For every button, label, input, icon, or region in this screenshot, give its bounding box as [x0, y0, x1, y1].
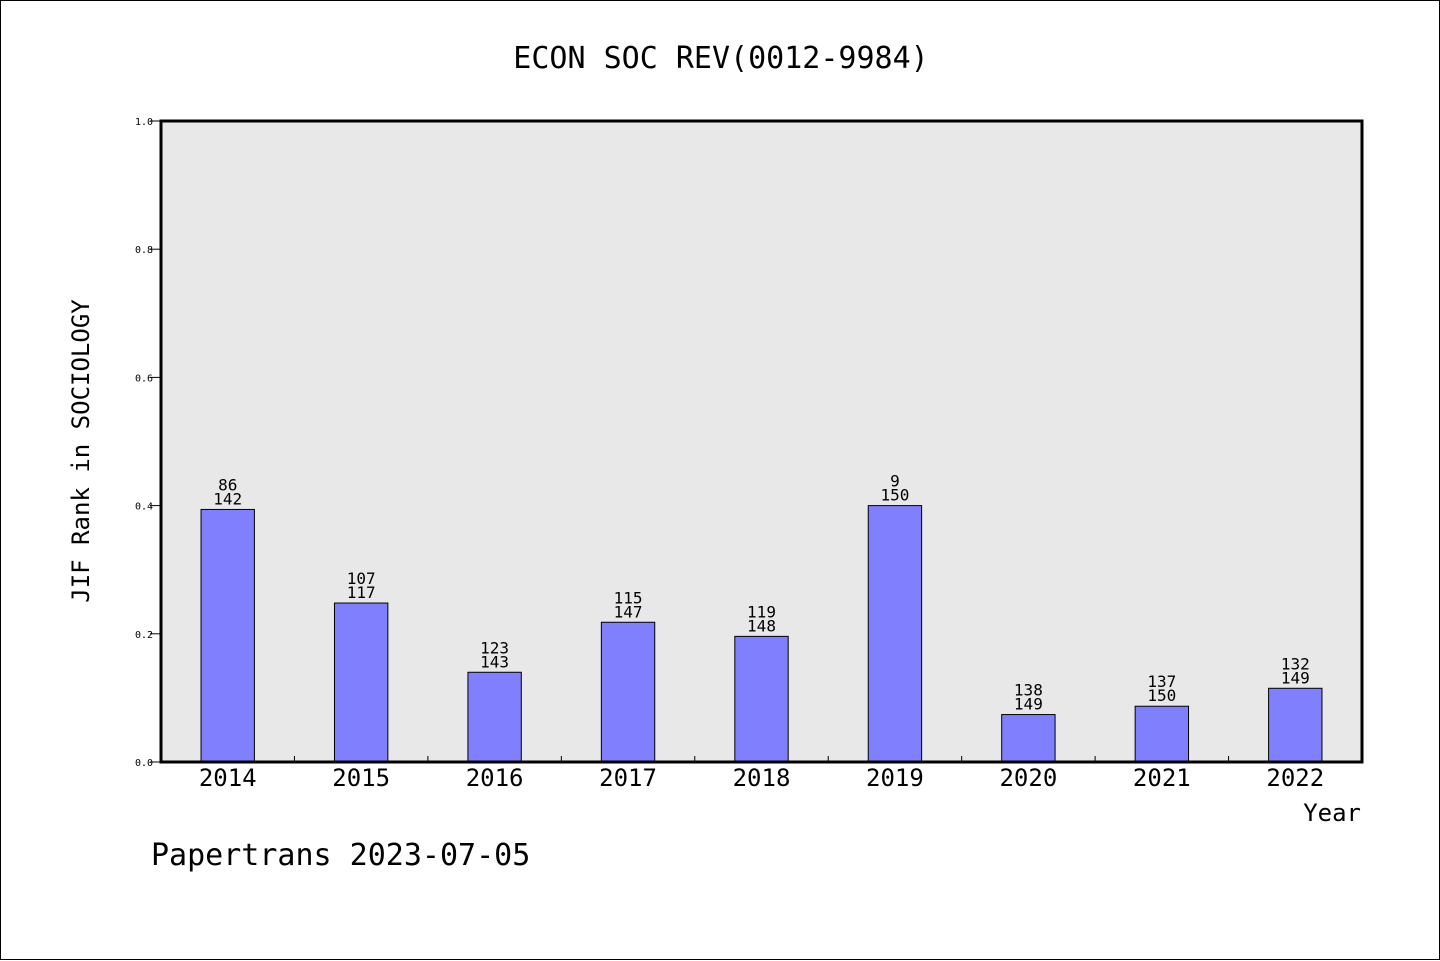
bar-total-label: 150: [880, 486, 909, 505]
bar: [867, 505, 923, 763]
y-tick-label: 0.2: [135, 630, 153, 641]
x-axis-title: Year: [1303, 799, 1361, 827]
y-tick-label: 0.8: [135, 245, 153, 256]
bar: [333, 602, 389, 763]
bar: [1134, 705, 1190, 763]
x-tick-label: 2019: [866, 764, 924, 792]
y-axis-ticks: 0.0 0.2 0.4 0.6 0.8 1.0: [135, 117, 161, 769]
bar-rank-label: 138: [1014, 681, 1043, 700]
bar-rank-label: 119: [747, 602, 776, 621]
bar-rank-label: 137: [1147, 672, 1176, 691]
bar-rank-label: 123: [480, 638, 509, 657]
x-tick-label: 2022: [1266, 764, 1324, 792]
bar: [1268, 687, 1323, 763]
x-tick-label: 2014: [199, 764, 257, 792]
bar: [200, 508, 255, 763]
bar-rank-label: 9: [890, 472, 900, 491]
bars: [200, 505, 1323, 763]
bar: [467, 671, 522, 763]
bar-total-label: 148: [747, 616, 776, 635]
bar: [1001, 714, 1056, 763]
plot-border: [159, 119, 1364, 764]
chart-title: ECON SOC REV(0012-9984): [513, 41, 928, 76]
footer-text: Papertrans 2023-07-05: [151, 838, 530, 873]
y-tick-label: 0.0: [135, 758, 153, 769]
y-axis-title: JIF Rank in SOCIOLOGY: [67, 299, 95, 603]
y-tick-label: 1.0: [135, 117, 153, 128]
x-tick-label: 2015: [332, 764, 390, 792]
bar-rank-label: 132: [1281, 654, 1310, 673]
x-tick-label: 2016: [466, 764, 524, 792]
bar-total-label: 142: [213, 489, 242, 508]
bar-total-label: 150: [1147, 686, 1176, 705]
bar-rank-label: 86: [218, 475, 237, 494]
x-tick-label: 2017: [599, 764, 657, 792]
x-axis-ticks: 2014 2015 2016 2017 2018 2019 2020 2021 2022: [199, 756, 1324, 792]
y-tick-label: 0.4: [135, 502, 153, 513]
bar-total-label: 147: [614, 602, 643, 621]
bar-rank-label: 107: [347, 569, 376, 588]
x-tick-label: 2020: [999, 764, 1057, 792]
bar-total-label: 143: [480, 652, 509, 671]
y-tick-label: 0.6: [135, 373, 153, 384]
x-tick-label: 2021: [1133, 764, 1191, 792]
bar: [734, 635, 789, 763]
bar: [600, 621, 656, 763]
x-tick-label: 2018: [733, 764, 791, 792]
bar-total-label: 117: [347, 583, 376, 602]
bar-total-label: 149: [1014, 695, 1043, 714]
bar-total-label: 149: [1281, 668, 1310, 687]
bar-rank-label: 115: [614, 588, 643, 607]
